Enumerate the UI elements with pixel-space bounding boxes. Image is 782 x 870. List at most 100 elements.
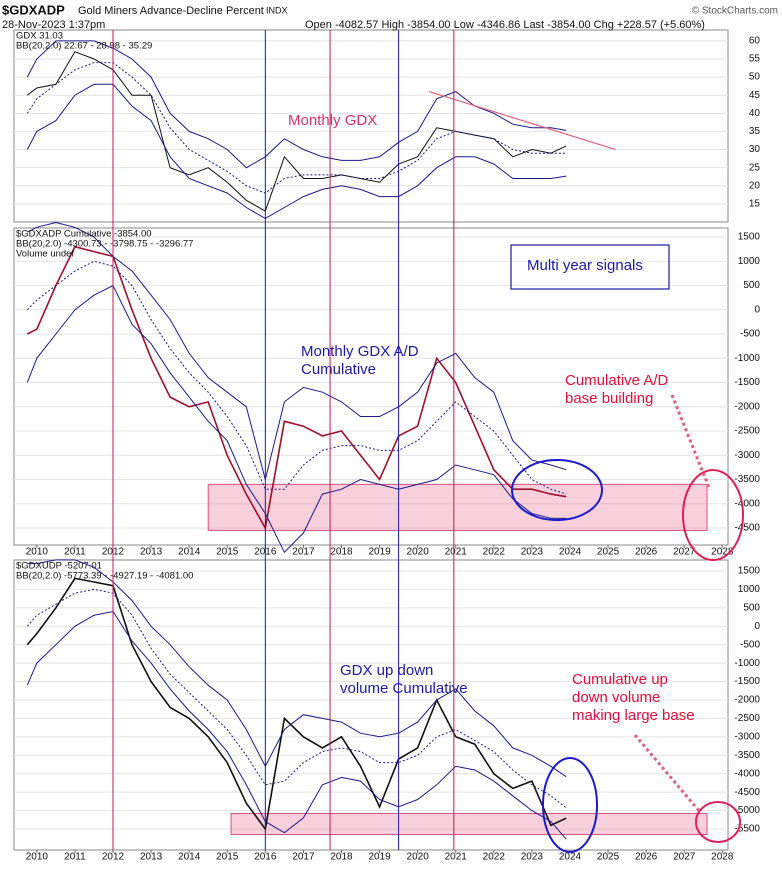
x-tick-label: 2027 (673, 852, 696, 863)
series-line (26, 245, 567, 531)
y-tick-label: -4000 (734, 498, 760, 509)
exchange: INDX (266, 5, 288, 15)
x-tick-label: 2025 (597, 547, 620, 558)
highlight-ellipse (682, 469, 744, 561)
y-tick-label: -1500 (734, 377, 760, 388)
highlight-ellipse (695, 801, 741, 843)
x-tick-label: 2014 (178, 547, 201, 558)
panel-frame (13, 227, 729, 546)
y-tick-label: -4500 (734, 787, 760, 798)
y-tick-label: 45 (749, 90, 761, 101)
annotation: Monthly GDX A/D (301, 343, 419, 360)
x-tick-label: 2028 (711, 547, 734, 558)
y-tick-label: 1000 (738, 584, 761, 595)
arrow (633, 734, 702, 813)
x-tick-label: 2015 (216, 852, 239, 863)
y-tick-label: 55 (749, 54, 761, 65)
x-tick-label: 2013 (140, 547, 163, 558)
y-tick-label: -2500 (734, 713, 760, 724)
highlight-ellipse (542, 757, 598, 853)
date: 28-Nov-2023 1:37pm (2, 19, 105, 31)
x-tick-label: 2013 (140, 852, 163, 863)
x-tick-label: 2026 (635, 852, 658, 863)
annotation: base building (565, 390, 653, 407)
y-tick-label: 1500 (738, 566, 761, 577)
y-tick-label: -2500 (734, 426, 760, 437)
annotation: Cumulative A/D (565, 372, 669, 389)
x-tick-label: 2023 (521, 547, 544, 558)
annotation: volume Cumulative (340, 680, 468, 697)
y-tick-label: 0 (754, 621, 760, 632)
y-tick-label: 35 (749, 126, 761, 137)
series-line (26, 577, 567, 831)
legend-entry: BB(20,2.0) 22.67 - 28.98 - 35.29 (16, 41, 152, 52)
series-line (27, 221, 567, 480)
base-band (207, 483, 708, 531)
x-tick-label: 2018 (330, 547, 353, 558)
y-tick-label: -1000 (734, 353, 760, 364)
annotation: Cumulative (301, 361, 376, 378)
y-tick-label: 50 (749, 72, 761, 83)
annotation: down volume (572, 689, 660, 706)
x-tick-label: 2027 (673, 547, 696, 558)
y-tick-label: 1500 (738, 232, 761, 243)
panel-frame (13, 559, 729, 851)
series-line (26, 588, 567, 809)
x-tick-label: 2011 (64, 852, 86, 863)
legend-entry: GDX 31.03 (16, 31, 63, 42)
annotation: Multi year signals (527, 257, 643, 274)
legend-entry: BB(20,2.0) -5773.39 - -4927.19 - -4081.0… (16, 571, 193, 582)
annotation: making large base (572, 707, 695, 724)
y-tick-label: -3500 (734, 750, 760, 761)
series-line (26, 62, 567, 194)
y-tick-label: -1000 (734, 658, 760, 669)
index-name: Gold Miners Advance-Decline Percent (78, 5, 264, 17)
series-line (26, 610, 567, 840)
x-tick-label: 2016 (254, 852, 277, 863)
y-tick-label: 500 (743, 280, 760, 291)
y-tick-label: -2000 (734, 401, 760, 412)
legend-entry: $GDXUDP -5207.01 (16, 561, 102, 572)
legend-entry: BB(20,2.0) -4300.73 - -3798.75 - -3296.7… (16, 239, 193, 250)
highlight-ellipse (511, 459, 603, 521)
x-tick-label: 2024 (559, 852, 582, 863)
y-tick-label: -1500 (734, 676, 760, 687)
annotation: Cumulative up (572, 671, 668, 688)
y-tick-label: -5000 (734, 805, 760, 816)
legend-entry: Volume undef (16, 249, 74, 260)
x-tick-label: 2019 (368, 547, 391, 558)
series-line (26, 284, 567, 554)
x-tick-label: 2017 (292, 852, 315, 863)
y-tick-label: 0 (754, 304, 760, 315)
x-tick-label: 2022 (483, 547, 506, 558)
y-tick-label: -500 (740, 639, 760, 650)
x-tick-label: 2021 (445, 852, 468, 863)
x-tick-label: 2010 (26, 547, 49, 558)
x-tick-label: 2024 (559, 547, 582, 558)
x-tick-label: 2026 (635, 547, 658, 558)
x-tick-label: 2025 (597, 852, 620, 863)
y-tick-label: -3500 (734, 474, 760, 485)
y-tick-label: 25 (749, 162, 761, 173)
x-tick-label: 2028 (711, 852, 734, 863)
arrow (670, 394, 712, 491)
series-line (26, 260, 567, 495)
y-tick-label: 30 (749, 144, 761, 155)
panel-frame (13, 29, 729, 223)
x-tick-label: 2020 (407, 852, 430, 863)
ohlc: Open -4082.57 High -3854.00 Low -4346.86… (305, 19, 705, 31)
y-tick-label: -500 (740, 329, 760, 340)
trend-line (428, 91, 616, 151)
y-tick-label: 40 (749, 108, 761, 119)
y-tick-label: -3000 (734, 731, 760, 742)
x-tick-label: 2022 (483, 852, 506, 863)
x-tick-label: 2023 (521, 852, 544, 863)
y-tick-label: 20 (749, 180, 761, 191)
x-tick-label: 2012 (102, 852, 125, 863)
x-tick-label: 2011 (64, 547, 86, 558)
y-tick-label: 15 (749, 199, 761, 210)
x-tick-label: 2017 (292, 547, 315, 558)
